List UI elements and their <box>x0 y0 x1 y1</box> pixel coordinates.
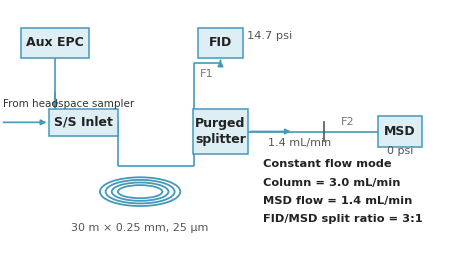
FancyBboxPatch shape <box>378 117 422 146</box>
Text: F2: F2 <box>341 117 355 127</box>
Text: Constant flow mode: Constant flow mode <box>263 159 392 169</box>
Text: FID: FID <box>209 36 232 49</box>
Text: FID/MSD split ratio = 3:1: FID/MSD split ratio = 3:1 <box>263 214 423 224</box>
Text: 14.7 psi: 14.7 psi <box>247 31 292 41</box>
Text: MSD: MSD <box>384 125 416 138</box>
FancyBboxPatch shape <box>49 109 118 136</box>
Text: Purged
splitter: Purged splitter <box>195 118 246 145</box>
Text: 1.4 mL/min: 1.4 mL/min <box>268 138 331 148</box>
FancyBboxPatch shape <box>193 109 247 154</box>
Text: S/S Inlet: S/S Inlet <box>54 116 113 129</box>
Text: From headspace sampler: From headspace sampler <box>3 99 134 109</box>
Text: F1: F1 <box>200 69 213 79</box>
Text: 0 psi: 0 psi <box>387 146 413 156</box>
FancyBboxPatch shape <box>21 28 89 58</box>
Text: MSD flow = 1.4 mL/min: MSD flow = 1.4 mL/min <box>263 196 412 206</box>
FancyBboxPatch shape <box>198 28 243 58</box>
Text: 30 m × 0.25 mm, 25 μm: 30 m × 0.25 mm, 25 μm <box>72 223 209 233</box>
Text: Aux EPC: Aux EPC <box>26 36 84 49</box>
Text: Column = 3.0 mL/min: Column = 3.0 mL/min <box>263 178 401 188</box>
